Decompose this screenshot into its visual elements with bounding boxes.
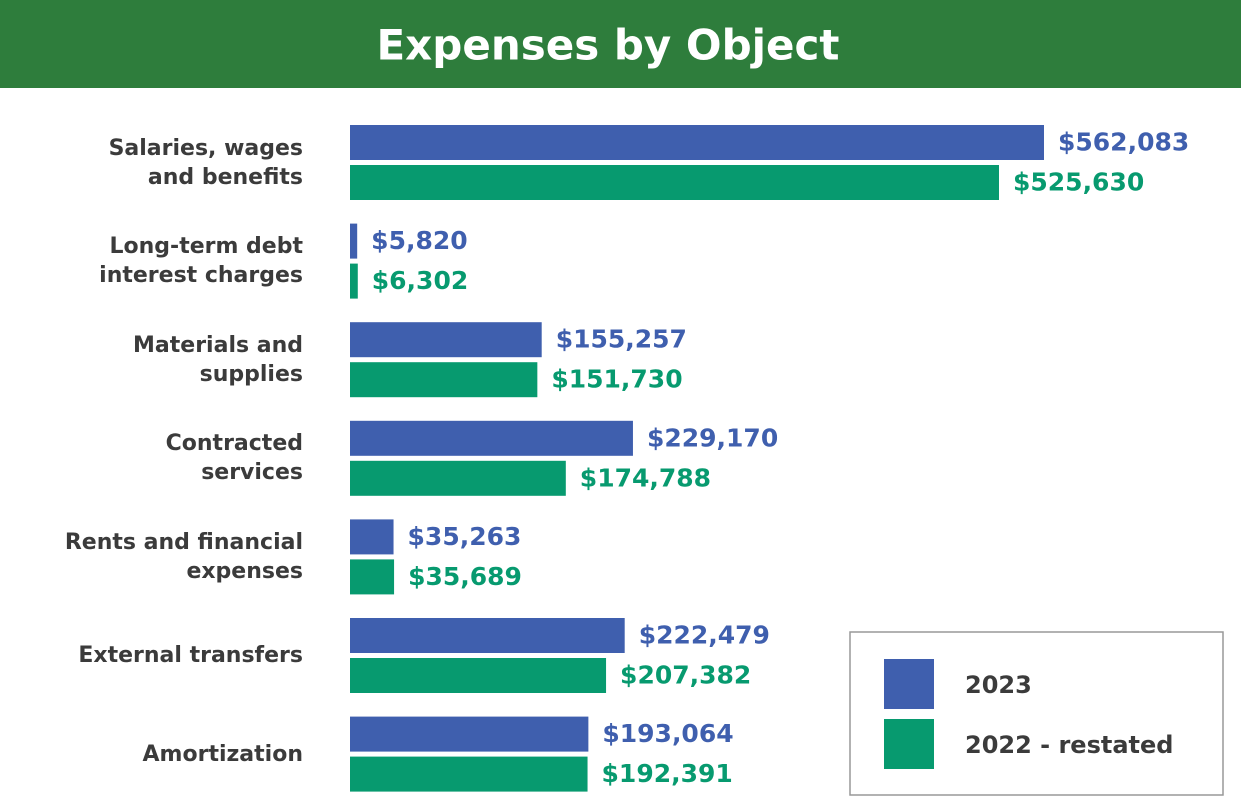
value-label: $151,730 bbox=[551, 365, 682, 394]
category-label: Salaries, wages and benefits bbox=[108, 135, 303, 190]
category-label: Contracted services bbox=[165, 431, 303, 486]
value-label: $229,170 bbox=[647, 423, 778, 452]
bar bbox=[350, 519, 394, 555]
bar bbox=[350, 125, 1044, 160]
legend-label: 2023 bbox=[965, 671, 1032, 699]
category-label: Materials and supplies bbox=[133, 332, 303, 387]
bar bbox=[350, 322, 542, 358]
bar bbox=[350, 618, 625, 653]
chart-title: Expenses by Object bbox=[376, 21, 839, 70]
value-label: $207,382 bbox=[620, 661, 751, 690]
value-label: $562,083 bbox=[1058, 128, 1189, 157]
value-label: $192,391 bbox=[602, 759, 733, 788]
legend-label: 2022 - restated bbox=[965, 731, 1173, 759]
bar bbox=[350, 756, 588, 792]
value-label: $35,263 bbox=[408, 522, 522, 551]
category-label: Long-term debt interest charges bbox=[99, 234, 303, 289]
bar bbox=[350, 263, 358, 299]
legend-swatch bbox=[884, 659, 934, 709]
bar bbox=[350, 716, 589, 752]
category-label: External transfers bbox=[78, 643, 303, 668]
value-label: $35,689 bbox=[408, 562, 522, 591]
category-label: Amortization bbox=[142, 741, 303, 767]
bar bbox=[350, 420, 633, 456]
bar bbox=[350, 658, 607, 693]
bar bbox=[350, 223, 358, 259]
legend-box bbox=[849, 631, 1224, 796]
value-label: $193,064 bbox=[602, 719, 733, 748]
category-label: Rents and financial expenses bbox=[64, 529, 303, 584]
bar bbox=[350, 165, 999, 200]
legend-swatch bbox=[884, 719, 934, 769]
value-label: $222,479 bbox=[639, 621, 770, 650]
bar bbox=[350, 460, 566, 496]
bar bbox=[350, 362, 538, 398]
value-label: $525,630 bbox=[1013, 168, 1144, 197]
value-label: $6,302 bbox=[372, 266, 468, 295]
value-label: $174,788 bbox=[580, 463, 711, 492]
value-label: $5,820 bbox=[371, 226, 467, 255]
title-band bbox=[0, 0, 1241, 88]
bar bbox=[350, 559, 395, 595]
value-label: $155,257 bbox=[556, 325, 687, 354]
